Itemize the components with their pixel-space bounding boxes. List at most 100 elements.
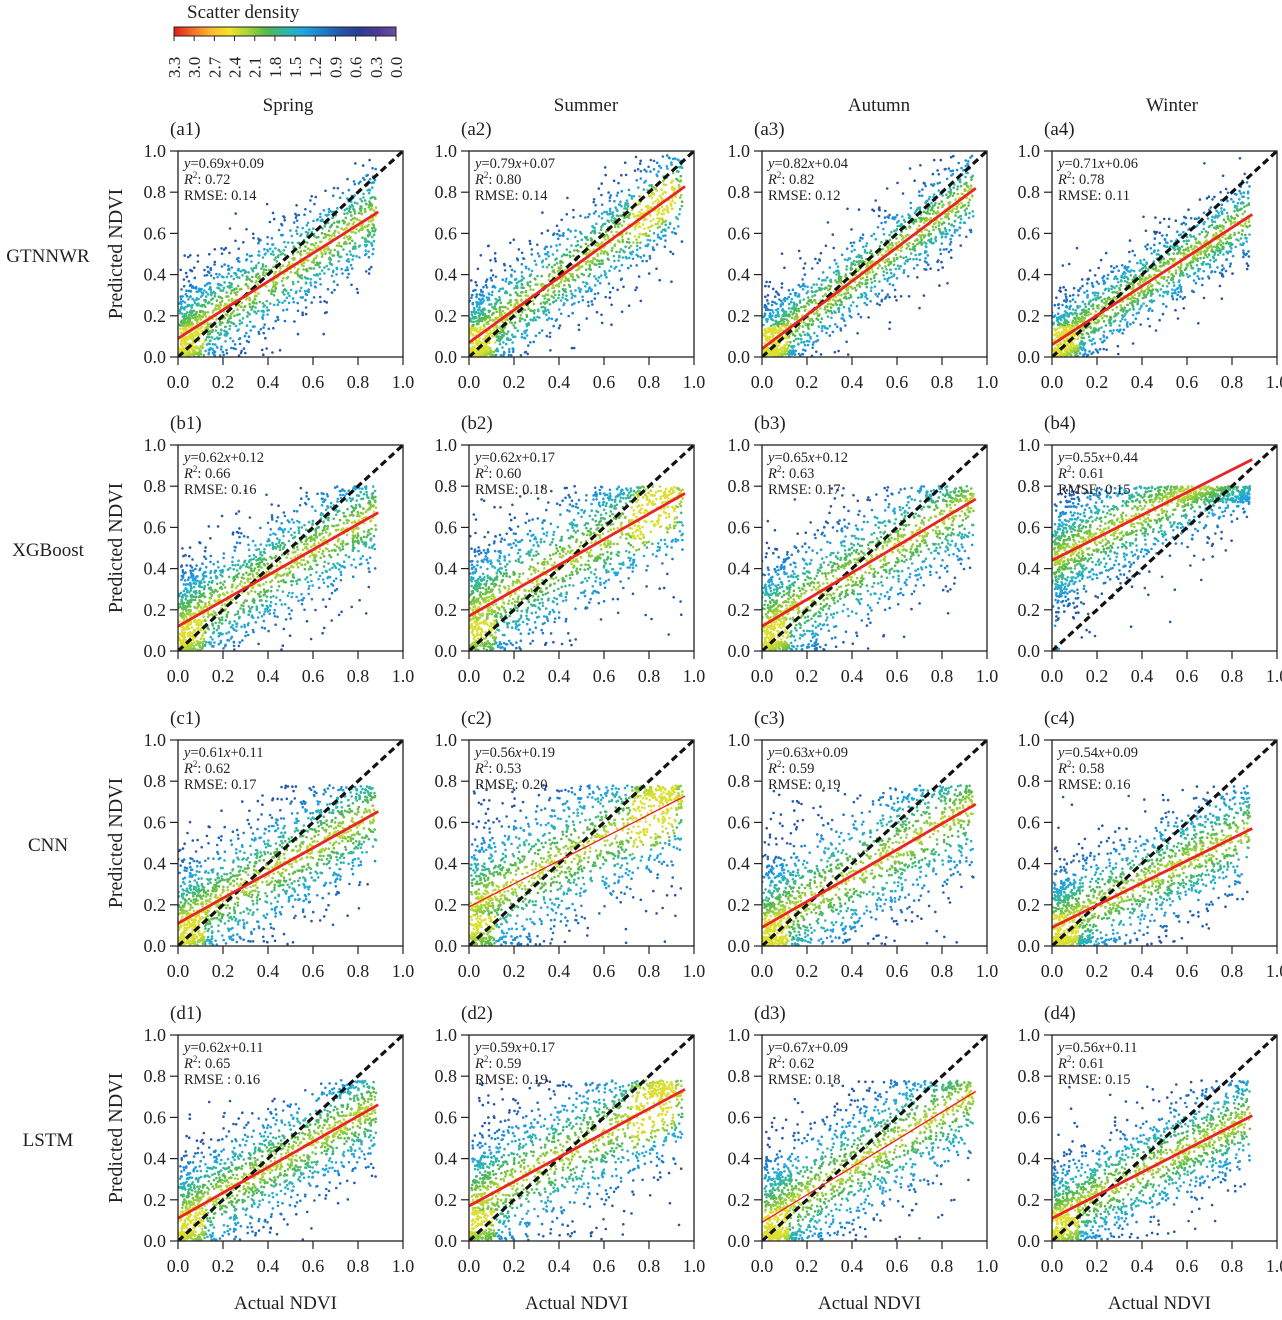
scatter-point — [552, 324, 555, 328]
scatter-point — [893, 259, 896, 263]
scatter-point — [557, 282, 561, 286]
scatter-point — [1170, 239, 1173, 243]
scatter-point — [503, 332, 506, 335]
scatter-point — [607, 236, 610, 240]
scatter-point — [807, 303, 811, 306]
scatter-point — [633, 227, 637, 231]
scatter-point — [358, 218, 361, 222]
scatter-point — [249, 329, 252, 332]
scatter-point — [849, 293, 852, 297]
scatter-point — [857, 262, 861, 266]
scatter-point — [969, 230, 973, 234]
scatter-point — [771, 352, 774, 356]
scatter-point — [532, 316, 536, 320]
scatter-point — [474, 320, 478, 323]
scatter-point — [825, 331, 828, 335]
scatter-point — [944, 212, 947, 216]
scatter-point — [242, 268, 245, 272]
scatter-point — [613, 225, 617, 229]
scatter-point — [845, 265, 849, 268]
scatter-point — [640, 208, 643, 212]
scatter-point — [331, 216, 334, 220]
scatter-point — [547, 263, 551, 267]
scatter-point — [227, 320, 231, 323]
scatter-point — [600, 225, 603, 229]
fit-line — [177, 210, 379, 340]
x-tick-label: 0.6 — [593, 372, 616, 392]
scatter-point — [801, 314, 804, 317]
scatter-point — [937, 173, 941, 176]
scatter-point — [888, 327, 891, 331]
scatter-point — [847, 285, 851, 289]
scatter-point — [185, 275, 189, 279]
scatter-point — [180, 302, 183, 306]
scatter-point — [636, 168, 640, 171]
scatter-point — [874, 238, 878, 241]
scatter-point — [367, 240, 371, 243]
scatter-point — [876, 302, 879, 306]
scatter-point — [335, 244, 339, 247]
scatter-point — [574, 235, 577, 239]
scatter-point — [843, 292, 846, 296]
scatter-point — [901, 215, 904, 218]
scatter-point — [813, 294, 817, 297]
scatter-point — [645, 170, 648, 173]
scatter-point — [919, 164, 922, 167]
scatter-point — [656, 216, 659, 220]
scatter-point — [895, 242, 898, 245]
scatter-point — [353, 216, 356, 220]
scatter-point — [855, 304, 859, 308]
scatter-point — [620, 235, 624, 239]
scatter-point — [371, 226, 374, 230]
scatter-point — [273, 272, 277, 276]
scatter-point — [814, 301, 818, 305]
scatter-point — [817, 325, 821, 328]
column-header-summer: Summer — [554, 95, 619, 116]
scatter-point — [482, 316, 485, 320]
scatter-point — [315, 236, 318, 239]
scatter-point — [831, 298, 835, 302]
scatter-point — [179, 297, 183, 301]
scatter-point — [479, 312, 482, 316]
scatter-point — [265, 202, 269, 206]
scatter-point — [840, 253, 844, 257]
scatter-point — [1093, 294, 1097, 297]
scatter-point — [776, 307, 780, 311]
scatter-point — [312, 267, 316, 270]
scatter-point — [788, 349, 792, 353]
scatter-point — [652, 159, 656, 163]
scatter-point — [361, 236, 364, 239]
scatter-point — [608, 269, 611, 273]
scatter-point — [648, 229, 652, 233]
scatter-point — [969, 184, 973, 187]
scatter-point — [619, 200, 622, 204]
scatter-point — [508, 320, 512, 324]
scatter-point — [579, 214, 582, 218]
scatter-point — [593, 263, 596, 266]
scatter-point — [802, 266, 805, 270]
scatter-point — [366, 228, 370, 232]
scatter-point — [790, 307, 794, 310]
scatter-point — [262, 353, 265, 357]
scatter-point — [346, 276, 349, 279]
scatter-point — [1139, 261, 1142, 265]
scatter-point — [545, 245, 548, 249]
scatter-point — [252, 236, 255, 240]
scatter-point — [864, 282, 868, 285]
scatter-point — [1092, 307, 1095, 311]
scatter-point — [886, 260, 889, 263]
scatter-point — [203, 284, 207, 288]
scatter-point — [236, 308, 239, 311]
scatter-point — [227, 299, 231, 302]
scatter-point — [658, 164, 661, 168]
scatter-point — [895, 257, 899, 261]
scatter-point — [909, 252, 913, 255]
scatter-point — [513, 335, 517, 339]
scatter-point — [221, 289, 224, 292]
scatter-point — [222, 286, 226, 290]
scatter-point — [774, 347, 777, 351]
x-tick-label: 0.8 — [347, 372, 370, 392]
scatter-point — [621, 256, 625, 259]
scatter-point — [1145, 304, 1148, 308]
scatter-point — [245, 283, 248, 287]
